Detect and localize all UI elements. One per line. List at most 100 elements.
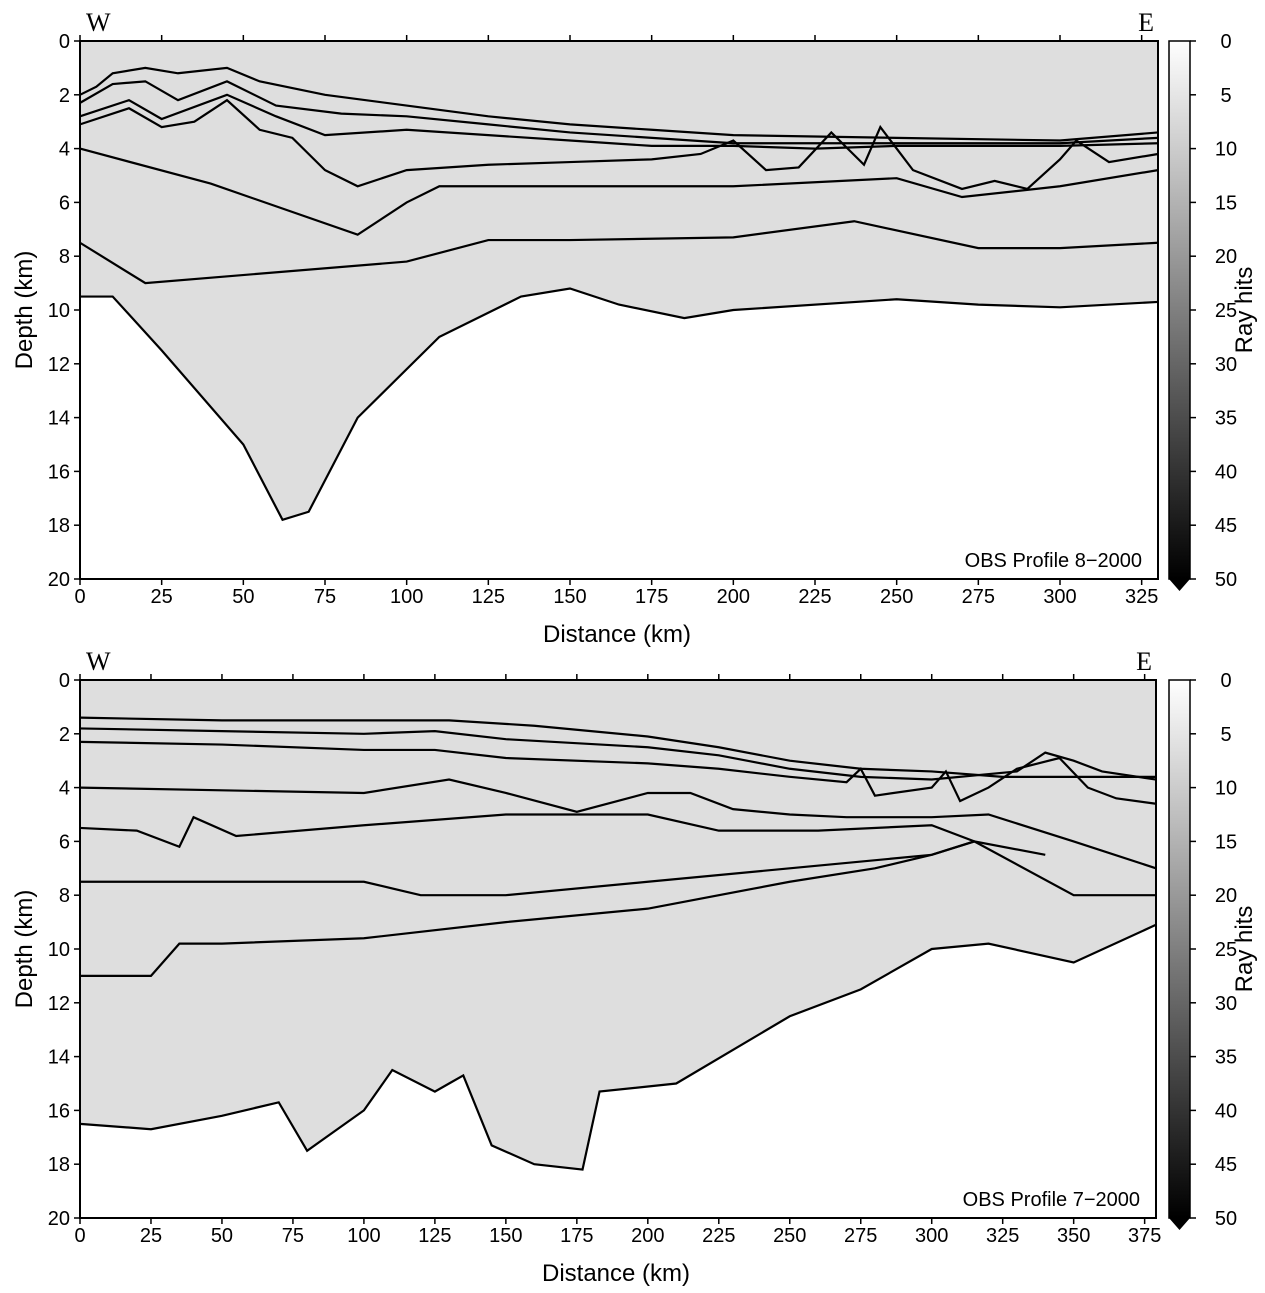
x-tick-label: 200 <box>717 586 750 608</box>
panel: 0 25 50 75 100 125 150 175 200 225 250 275 300 325024… <box>11 8 1258 648</box>
x-tick-label: 225 <box>798 586 831 608</box>
x-tick-label: 0 <box>74 586 85 608</box>
colorbar-tick-label: 20 <box>1215 885 1237 907</box>
y-tick-label: 6 <box>59 831 70 853</box>
colorbar-tick-label: 50 <box>1215 569 1237 591</box>
layer-boundary <box>79 98 1159 191</box>
x-tick-label: 225 <box>702 1225 735 1247</box>
y-tick-label: 14 <box>48 1047 70 1069</box>
colorbar-tick-label: 10 <box>1215 778 1237 800</box>
x-tick-label: 125 <box>472 586 505 608</box>
x-tick-label: 25 <box>151 586 173 608</box>
colorbar-tick-label: 35 <box>1215 408 1237 430</box>
x-tick-label: 250 <box>880 586 913 608</box>
profile-annotation: OBS Profile 7−2000 <box>963 1189 1140 1211</box>
layer-boundary <box>79 80 1159 145</box>
x-tick-label: 125 <box>418 1225 451 1247</box>
x-tick-label: 50 <box>211 1225 233 1247</box>
colorbar <box>1168 40 1191 580</box>
colorbar-label: Ray hits <box>1231 267 1258 354</box>
layer-boundary <box>79 716 1156 778</box>
colorbar-tick-label: 40 <box>1215 1100 1237 1122</box>
layer-boundary <box>79 66 1159 142</box>
y-tick-label: 2 <box>59 724 70 746</box>
west-label: W <box>86 647 111 676</box>
y-tick-label: 8 <box>59 246 70 268</box>
east-label: E <box>1136 647 1152 676</box>
layer-boundary <box>79 740 1157 805</box>
layer-boundary <box>80 840 975 978</box>
ray-coverage <box>80 680 1156 1170</box>
layer-boundary <box>79 778 1157 870</box>
colorbar-tick-label: 30 <box>1215 354 1237 376</box>
colorbar-tick-label: 25 <box>1215 300 1237 322</box>
y-axis-label: Depth (km) <box>11 890 38 1009</box>
x-tick-label: 325 <box>986 1225 1019 1247</box>
colorbar-tick-label: 40 <box>1215 461 1237 483</box>
x-tick-label: 175 <box>560 1225 593 1247</box>
x-tick-label: 250 <box>773 1225 806 1247</box>
colorbar-label: Ray hits <box>1231 906 1258 993</box>
x-axis-label: Distance (km) <box>543 621 691 648</box>
colorbar-tick-label: 10 <box>1215 139 1237 161</box>
colorbar-tick-label: 50 <box>1215 1208 1237 1230</box>
y-tick-label: 18 <box>48 1154 70 1176</box>
ray-coverage <box>80 41 1158 520</box>
x-tick-label: 200 <box>631 1225 664 1247</box>
colorbar-tick-label: 25 <box>1215 939 1237 961</box>
x-tick-label: 150 <box>553 586 586 608</box>
x-tick-label: 275 <box>962 586 995 608</box>
colorbar-tick-label: 0 <box>1220 670 1231 692</box>
x-tick-label: 50 <box>232 586 254 608</box>
layer-boundary <box>79 727 1157 781</box>
layer-boundary <box>79 923 1157 1171</box>
layer-boundary <box>79 813 1156 897</box>
x-tick-label: 150 <box>489 1225 522 1247</box>
east-label: E <box>1138 8 1154 37</box>
y-tick-label: 4 <box>59 139 70 161</box>
layer-boundary <box>80 287 1159 522</box>
x-tick-label: 100 <box>347 1225 380 1247</box>
x-tick-label: 300 <box>915 1225 948 1247</box>
colorbar-tick-label: 35 <box>1215 1047 1237 1069</box>
x-tick-label: 325 <box>1125 586 1158 608</box>
colorbar-extension <box>1169 1218 1190 1230</box>
profile-annotation: OBS Profile 8−2000 <box>965 550 1142 572</box>
x-tick-label: 350 <box>1057 1225 1090 1247</box>
x-tick-label: 275 <box>844 1225 877 1247</box>
west-label: W <box>86 8 111 37</box>
x-tick-label: 375 <box>1128 1225 1161 1247</box>
y-tick-label: 14 <box>48 408 70 430</box>
y-axis-label: Depth (km) <box>11 251 38 370</box>
colorbar-tick-label: 45 <box>1215 515 1237 537</box>
y-tick-label: 0 <box>59 31 70 53</box>
x-tick-label: 175 <box>635 586 668 608</box>
y-tick-label: 6 <box>59 192 70 214</box>
y-tick-label: 10 <box>48 300 70 322</box>
y-tick-label: 4 <box>59 778 70 800</box>
layer-boundary <box>79 220 1159 285</box>
y-tick-label: 20 <box>48 569 70 591</box>
colorbar-tick-label: 15 <box>1215 831 1237 853</box>
colorbar-extension <box>1169 579 1190 591</box>
colorbar-tick-label: 20 <box>1215 246 1237 268</box>
y-tick-label: 0 <box>59 670 70 692</box>
x-axis-label: Distance (km) <box>542 1260 690 1287</box>
y-tick-label: 2 <box>59 85 70 107</box>
y-tick-label: 12 <box>48 993 70 1015</box>
y-tick-label: 20 <box>48 1208 70 1230</box>
y-tick-label: 16 <box>48 1100 70 1122</box>
x-tick-label: 100 <box>390 586 423 608</box>
y-tick-label: 16 <box>48 461 70 483</box>
y-tick-label: 12 <box>48 354 70 376</box>
y-tick-label: 18 <box>48 515 70 537</box>
colorbar <box>1168 679 1191 1219</box>
layer-boundary <box>79 147 1159 236</box>
colorbar-tick-label: 5 <box>1220 724 1231 746</box>
x-tick-label: 300 <box>1043 586 1076 608</box>
colorbar-tick-label: 5 <box>1220 85 1231 107</box>
x-tick-label: 75 <box>282 1225 304 1247</box>
x-tick-label: 25 <box>140 1225 162 1247</box>
colorbar-tick-label: 15 <box>1215 192 1237 214</box>
